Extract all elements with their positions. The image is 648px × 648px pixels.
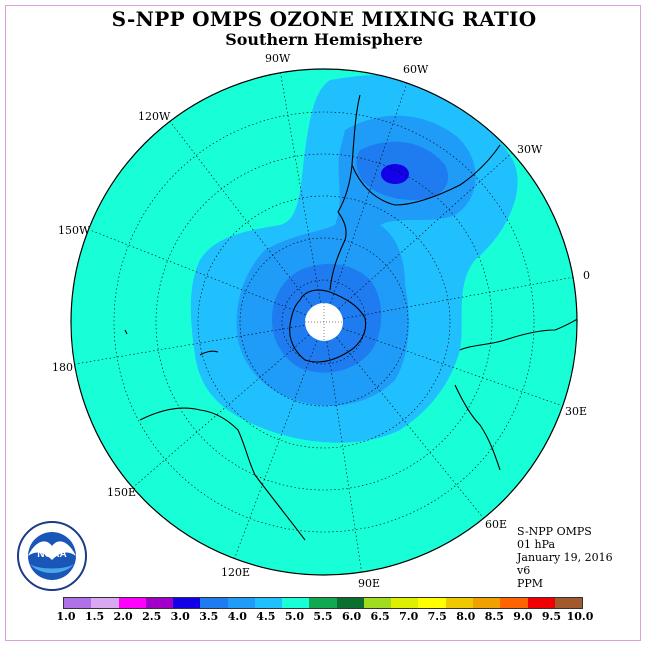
colorbar-tick-label: 9.5 <box>541 610 562 623</box>
info-level: 01 hPa <box>517 538 556 551</box>
colorbar-segment <box>254 598 283 608</box>
colorbar-segment <box>500 598 528 608</box>
colorbar-tick-label: 8.5 <box>484 610 504 623</box>
info-instrument: S-NPP OMPS <box>517 525 592 538</box>
colorbar-tick-label: 3.0 <box>170 610 190 623</box>
lon-label-180: 180 <box>52 361 73 374</box>
colorbar-tick-label: 4.5 <box>256 610 276 623</box>
lon-label-60w: 60W <box>403 63 429 76</box>
colorbar-segment <box>527 598 555 608</box>
colorbar-segment <box>282 598 310 608</box>
logo-text: NOAA <box>37 549 66 560</box>
colorbar-tick-label: 6.5 <box>370 610 390 623</box>
colorbar-tick-label: 3.5 <box>199 610 219 623</box>
lon-label-150w: 150W <box>58 224 91 237</box>
lon-label-30e: 30E <box>565 405 588 418</box>
lon-label-60e: 60E <box>485 518 508 531</box>
colorbar-tick-label: 7.0 <box>399 610 419 623</box>
graticule <box>71 69 577 575</box>
colorbar-tick-label: 4.0 <box>227 610 247 623</box>
info-block: S-NPP OMPS 01 hPa January 19, 2016 v6 PP… <box>517 525 613 590</box>
colorbar-segment <box>336 598 364 608</box>
colorbar-tick-label: 5.5 <box>313 610 333 623</box>
colorbar-tick-label: 6.0 <box>341 610 362 623</box>
colorbar-tick-label: 10.0 <box>566 610 594 623</box>
lon-label-30w: 30W <box>517 143 543 156</box>
lon-label-0: 0 <box>583 269 590 282</box>
lon-label-90e: 90E <box>358 577 381 590</box>
info-units: PPM <box>517 577 544 590</box>
contour-2-5 <box>381 164 409 184</box>
colorbar-tick-label: 7.5 <box>427 610 447 623</box>
colorbar-segment <box>472 598 501 608</box>
lon-label-150e: 150E <box>107 486 137 499</box>
colorbar-segment <box>64 598 92 608</box>
map-title: S-NPP OMPS OZONE MIXING RATIO <box>111 7 537 31</box>
colorbar-tick-label: 8.0 <box>456 610 476 623</box>
info-version: v6 <box>517 564 531 577</box>
colorbar-segment <box>363 598 392 608</box>
colorbar-segment <box>118 598 146 608</box>
noaa-logo: NOAA <box>17 521 87 591</box>
colorbar-tick-label: 9.0 <box>513 610 533 623</box>
colorbar-ticks: 1.0 1.5 2.0 2.5 3.0 3.5 4.0 4.5 5.0 5.5 6.0 6.5 7.0 7… <box>0 610 648 626</box>
colorbar-segment <box>418 598 446 608</box>
colorbar-tick-label: 2.5 <box>142 610 162 623</box>
colorbar-segment <box>391 598 419 608</box>
map-subtitle: Southern Hemisphere <box>225 30 423 49</box>
lon-label-120w: 120W <box>138 110 171 123</box>
colorbar-segment <box>91 598 119 608</box>
colorbar-segment <box>145 598 174 608</box>
info-date: January 19, 2016 <box>517 551 613 564</box>
colorbar-segment <box>173 598 201 608</box>
page-frame <box>5 5 641 641</box>
colorbar-tick-label: 2.0 <box>113 610 133 623</box>
colorbar-segment <box>445 598 473 608</box>
lon-label-120e: 120E <box>221 566 251 579</box>
colorbar-segment <box>227 598 255 608</box>
lon-label-90w: 90W <box>265 52 291 65</box>
map-boundary <box>70 68 578 576</box>
colorbar-tick-label: 1.5 <box>84 610 105 623</box>
coastlines <box>124 94 577 541</box>
colorbar-tick-label: 5.0 <box>284 610 305 623</box>
colorbar-tick-label: 1.0 <box>56 610 76 623</box>
colorbar <box>63 597 583 609</box>
colorbar-segment <box>309 598 337 608</box>
colorbar-segment <box>554 598 583 608</box>
colorbar-segment <box>200 598 228 608</box>
